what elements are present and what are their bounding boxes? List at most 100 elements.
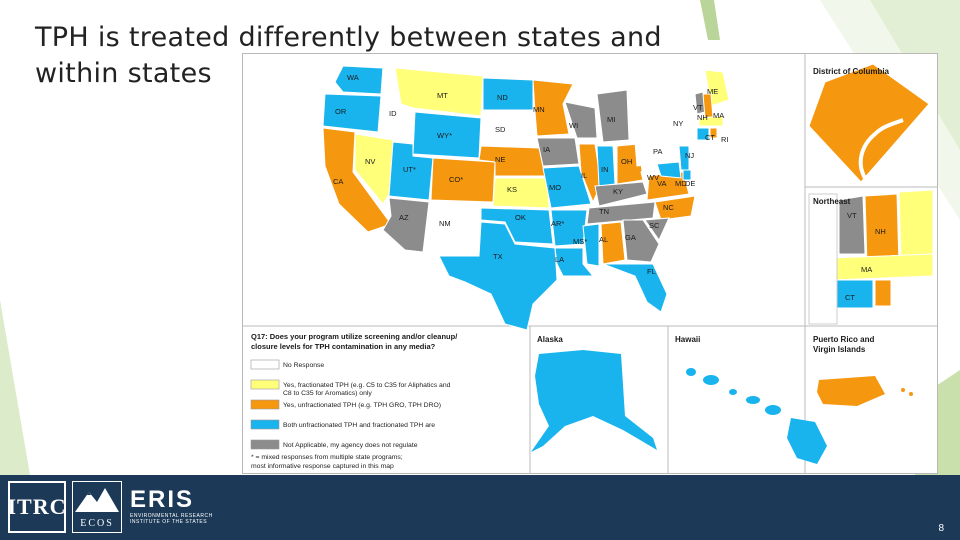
state-label-mo: MO bbox=[549, 183, 561, 192]
tph-map-figure: WA OR CA ID NV MT WY* UT* AZ CO* NM ND SD NE KS OK TX MN I… bbox=[242, 53, 938, 474]
state-ms bbox=[582, 223, 600, 267]
legend-question-line1: Q17: Does your program utilize screening… bbox=[251, 332, 458, 341]
dc-inset-shape bbox=[808, 63, 930, 183]
state-wa bbox=[334, 65, 384, 95]
state-tx bbox=[438, 221, 558, 331]
state-label-nh: NH bbox=[697, 113, 708, 122]
dc-panel-title: District of Columbia bbox=[813, 67, 890, 76]
state-mi bbox=[596, 89, 630, 143]
tph-map-svg: WA OR CA ID NV MT WY* UT* AZ CO* NM ND SD NE KS OK TX MN I… bbox=[243, 54, 937, 473]
state-ks bbox=[492, 177, 550, 209]
decorative-triangle bbox=[0, 300, 30, 475]
ne-inset-ny bbox=[808, 193, 838, 325]
state-label-ms: MS* bbox=[573, 237, 587, 246]
state-label-wy: WY* bbox=[437, 131, 452, 140]
state-de bbox=[682, 169, 692, 181]
puerto-rico-shape bbox=[817, 376, 885, 406]
legend-label-1: Yes, fractionated TPH (e.g. C5 to C35 fo… bbox=[283, 382, 451, 397]
state-label-sc: SC bbox=[649, 221, 660, 230]
state-label-oh: OH bbox=[621, 157, 632, 166]
ne-label-ct: CT bbox=[845, 293, 855, 302]
state-ny bbox=[638, 93, 704, 141]
state-ia bbox=[536, 137, 580, 167]
state-label-vt: VT bbox=[693, 103, 703, 112]
state-tn bbox=[586, 201, 656, 225]
state-label-wv: WV bbox=[647, 173, 659, 182]
state-label-id: ID bbox=[389, 109, 397, 118]
legend-swatch-0 bbox=[250, 359, 280, 370]
legend-swatch-1 bbox=[250, 379, 280, 390]
state-mt bbox=[394, 67, 484, 117]
page-number: 8 bbox=[938, 523, 944, 534]
state-sc bbox=[644, 217, 670, 242]
state-label-nc: NC bbox=[663, 203, 674, 212]
legend-swatch-3 bbox=[250, 419, 280, 430]
legend-label-0: No Response bbox=[283, 362, 324, 369]
state-label-il: IL bbox=[581, 171, 587, 180]
state-label-az: AZ bbox=[399, 213, 409, 222]
state-label-mi: MI bbox=[607, 115, 615, 124]
state-label-or: OR bbox=[335, 107, 347, 116]
state-nd bbox=[482, 77, 534, 111]
state-label-in: IN bbox=[601, 165, 609, 174]
ne-inset-vt bbox=[838, 195, 866, 255]
state-al bbox=[600, 221, 626, 265]
itrc-logo: ITRC bbox=[8, 481, 66, 533]
state-label-nd: ND bbox=[497, 93, 508, 102]
state-label-mn: MN bbox=[533, 105, 545, 114]
pr-panel-title-line2: Virgin Islands bbox=[813, 345, 866, 354]
state-label-ma: MA bbox=[713, 111, 724, 120]
state-label-ne: NE bbox=[495, 155, 505, 164]
state-label-la: LA bbox=[555, 255, 564, 264]
legend-note-line2: most informative response captured in th… bbox=[251, 463, 394, 470]
state-sd bbox=[480, 111, 538, 147]
pr-panel-title-line1: Puerto Rico and bbox=[813, 335, 874, 344]
state-label-co: CO* bbox=[449, 175, 463, 184]
hawaii-islands bbox=[686, 368, 827, 464]
state-ma bbox=[698, 115, 724, 127]
legend-label-4: Not Applicable, my agency does not regul… bbox=[283, 442, 418, 449]
slide-title: TPH is treated differently between state… bbox=[35, 22, 662, 89]
legend-swatch-4 bbox=[250, 439, 280, 450]
state-ga bbox=[622, 219, 660, 263]
state-label-me: ME bbox=[707, 87, 718, 96]
state-label-ct: CT bbox=[705, 133, 715, 142]
state-label-ny: NY bbox=[673, 119, 683, 128]
state-label-wa: WA bbox=[347, 73, 359, 82]
footer-bar: ITRC ECOS ERIS ENVIRONMENTAL RESEARCH IN… bbox=[0, 475, 960, 540]
alaska-shape bbox=[531, 350, 657, 452]
alaska-panel-title: Alaska bbox=[537, 335, 563, 344]
state-label-ga: GA bbox=[625, 233, 636, 242]
state-label-nj: NJ bbox=[685, 151, 694, 160]
legend-swatch-2 bbox=[250, 399, 280, 410]
state-ar bbox=[550, 209, 588, 247]
state-label-ky: KY bbox=[613, 187, 623, 196]
state-label-ca: CA bbox=[333, 177, 343, 186]
state-ok bbox=[480, 207, 554, 245]
state-label-va: VA bbox=[657, 179, 666, 188]
ne-label-vt: VT bbox=[847, 211, 857, 220]
state-label-ia: IA bbox=[543, 145, 550, 154]
ne-inset-ri bbox=[874, 279, 892, 307]
state-label-al: AL bbox=[599, 235, 608, 244]
state-la bbox=[554, 247, 595, 277]
state-or bbox=[322, 93, 382, 133]
ecos-logo: ECOS bbox=[72, 481, 122, 533]
state-label-mt: MT bbox=[437, 91, 448, 100]
mountain-icon bbox=[75, 488, 119, 512]
state-label-tx: TX bbox=[493, 252, 503, 261]
state-label-ok: OK bbox=[515, 213, 526, 222]
legend-label-3: Both unfractionated TPH and fractionated… bbox=[283, 422, 435, 429]
state-nv bbox=[354, 133, 394, 205]
state-label-ut: UT* bbox=[403, 165, 416, 174]
state-label-ar: AR* bbox=[551, 219, 564, 228]
state-az bbox=[382, 197, 430, 253]
state-mn bbox=[532, 79, 574, 137]
ne-label-ma: MA bbox=[861, 265, 872, 274]
state-label-ri: RI bbox=[721, 135, 729, 144]
legend-question-line2: closure levels for TPH contamination in … bbox=[251, 342, 436, 351]
state-label-tn: TN bbox=[599, 207, 609, 216]
state-label-fl: FL bbox=[647, 267, 656, 276]
state-label-wi: WI bbox=[569, 121, 578, 130]
ne-label-nh: NH bbox=[875, 227, 886, 236]
